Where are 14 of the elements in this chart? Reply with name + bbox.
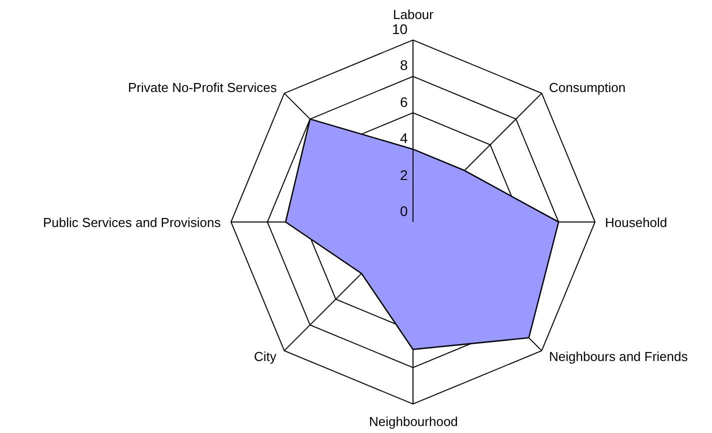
y-tick-label: 8 [400, 57, 408, 73]
y-tick-label: 6 [400, 94, 408, 110]
spoke-label: City [254, 349, 277, 364]
spoke-label: Private No-Profit Services [128, 80, 278, 95]
spoke-label: Labour [393, 7, 434, 22]
y-tick-label: 0 [400, 203, 408, 219]
spoke-label: Public Services and Provisions [43, 215, 222, 230]
spoke-label: Neighbourhood [369, 414, 458, 429]
y-tick-label: 10 [392, 21, 408, 37]
y-tick-label: 2 [400, 167, 408, 183]
spoke-label: Neighbours and Friends [549, 349, 688, 364]
spoke-label: Consumption [549, 80, 626, 95]
spoke-label: Household [605, 215, 668, 230]
y-tick-label: 4 [400, 130, 408, 146]
